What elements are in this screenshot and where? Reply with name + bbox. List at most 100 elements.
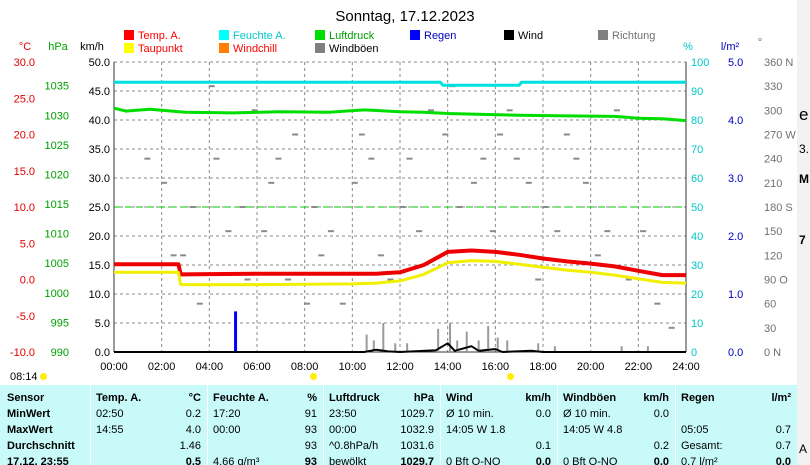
direction-mark	[284, 278, 291, 281]
legend-swatch	[315, 30, 325, 40]
y-tick-label-pressure: 1010	[45, 229, 69, 241]
series-line-temp-a-	[114, 248, 686, 278]
y-tick-label-humidity: 100	[691, 57, 709, 69]
y-tick-label-wind: 10.0	[89, 289, 110, 301]
direction-mark	[304, 302, 311, 305]
cell-value: 0.0	[653, 408, 669, 420]
y-tick-label-humidity: 20	[691, 289, 703, 301]
direction-mark	[525, 181, 532, 184]
direction-mark	[144, 157, 151, 160]
axis-unit-pressure: hPa	[48, 41, 68, 53]
cell-value: 0.1	[535, 440, 551, 452]
legend-label: Temp. A.	[138, 30, 181, 42]
y-tick-label-pressure: 990	[51, 347, 69, 359]
y-tick-label-wind: 15.0	[89, 260, 110, 272]
direction-mark	[275, 157, 282, 160]
direction-mark	[339, 302, 346, 305]
series-line-wind	[114, 342, 686, 353]
direction-mark	[225, 230, 232, 233]
legend-swatch	[124, 43, 134, 53]
column-header: Feuchte A.	[213, 392, 269, 404]
direction-mark	[573, 157, 580, 160]
y-tick-label-direction: 90 O	[764, 275, 788, 287]
x-tick-label: 12:00	[386, 361, 414, 373]
y-tick-label-rain: 5.0	[728, 57, 743, 69]
y-tick-label-temp: -10.0	[10, 347, 35, 359]
column-unit: l/m²	[771, 392, 791, 404]
cell-value: 0.2	[653, 440, 669, 452]
y-tick-label-humidity: 80	[691, 115, 703, 127]
direction-mark	[377, 254, 384, 257]
y-tick-label-wind: 30.0	[89, 173, 110, 185]
y-tick-label-wind: 35.0	[89, 144, 110, 156]
direction-mark	[351, 181, 358, 184]
column-header: Regen	[681, 392, 715, 404]
y-tick-label-humidity: 40	[691, 231, 703, 243]
direction-mark	[213, 157, 220, 160]
column-header: Wind	[446, 392, 473, 404]
legend-swatch	[219, 30, 229, 40]
series-line-feuchte-a-	[114, 80, 686, 87]
y-tick-label-direction: 180 S	[764, 202, 793, 214]
series-line-taupunkt	[114, 259, 687, 287]
y-tick-label-temp: 10.0	[14, 202, 35, 214]
cell-note: 00:00	[213, 424, 241, 436]
y-tick-label-wind: 20.0	[89, 231, 110, 243]
y-tick-label-direction: 210	[764, 178, 782, 190]
legend-label: Wind	[518, 30, 543, 42]
cell-note: Ø 10 min.	[446, 408, 494, 420]
y-tick-label-temp: 20.0	[14, 130, 35, 142]
cell-note: bewölkt	[329, 456, 367, 465]
row-label-average: Durchschnitt	[7, 440, 75, 452]
chart-title: Sonntag, 17.12.2023	[335, 8, 474, 25]
y-tick-label-humidity: 90	[691, 86, 703, 98]
rain-bar	[234, 311, 238, 352]
cell-note: 0 Bft O-NO	[563, 456, 618, 465]
row-label-min: MinWert	[7, 408, 51, 420]
direction-mark	[208, 85, 215, 88]
y-tick-label-pressure: 1000	[45, 288, 69, 300]
cell-value: 1029.7	[400, 456, 434, 465]
x-tick-label: 24:00	[672, 361, 700, 373]
legend-label: Feuchte A.	[233, 30, 286, 42]
column-unit: °C	[188, 392, 201, 404]
legend-label: Taupunkt	[138, 43, 183, 55]
y-tick-label-wind: 5.0	[95, 318, 110, 330]
x-tick-label: 16:00	[482, 361, 510, 373]
direction-mark	[318, 254, 325, 257]
cell-note: 02:50	[96, 408, 124, 420]
direction-mark	[427, 109, 434, 112]
sunset-marker	[507, 373, 514, 380]
sunrise-marker	[40, 373, 47, 380]
direction-mark	[251, 109, 258, 112]
side-text: A	[799, 442, 808, 456]
direction-mark	[399, 206, 406, 208]
legend-swatch	[124, 30, 134, 40]
column-header: Windböen	[563, 392, 617, 404]
legend-label: Windchill	[233, 43, 277, 55]
direction-mark	[513, 157, 520, 160]
cell-value: 0.2	[185, 408, 201, 420]
cell-value: 0.0	[653, 456, 669, 465]
axis-unit-wind: km/h	[80, 41, 104, 53]
y-tick-label-rain: 1.0	[728, 289, 743, 301]
y-tick-label-direction: 240	[764, 154, 782, 166]
cell-value: 4.0	[185, 424, 201, 436]
column-header: Luftdruck	[329, 392, 380, 404]
column-unit: km/h	[525, 392, 551, 404]
y-tick-label-wind: 25.0	[89, 202, 110, 214]
direction-mark	[180, 254, 187, 257]
y-tick-label-direction: 30	[764, 323, 776, 335]
cell-value: 0.0	[535, 408, 551, 420]
y-tick-label-temp: 5.0	[20, 238, 35, 250]
weather-chart: Sonntag, 17.12.2023 00:00 02:00 04:00 06:00 0…	[10, 8, 796, 373]
direction-mark	[506, 109, 513, 112]
cell-note: 4.66 g/m³	[213, 456, 260, 465]
direction-mark	[594, 254, 601, 257]
direction-mark	[358, 133, 365, 136]
axis-unit-humidity: %	[683, 41, 693, 53]
row-label-current: 17.12. 23:55	[7, 456, 69, 465]
legend-swatch	[504, 30, 514, 40]
y-tick-label-wind: 0.0	[95, 347, 110, 359]
cell-note: ^0.8hPa/h	[329, 440, 379, 452]
